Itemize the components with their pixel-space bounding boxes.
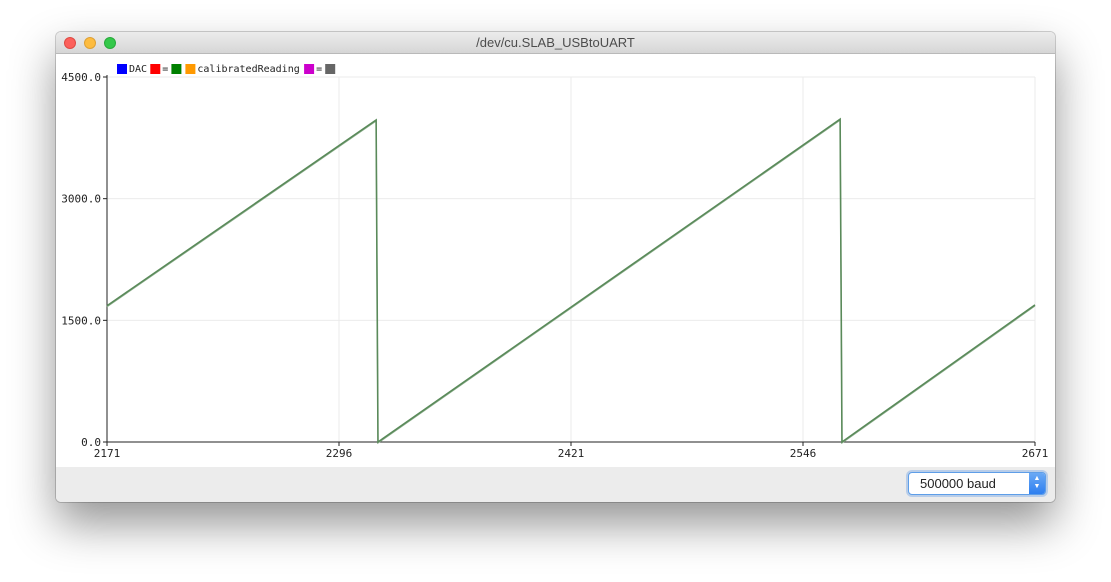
baud-rate-select[interactable]: 500000 baud ▲ ▼ <box>908 472 1046 495</box>
bottom-toolbar: 500000 baud ▲ ▼ <box>56 467 1055 502</box>
y-tick-label: 4500.0 <box>61 71 101 84</box>
close-window-button[interactable] <box>64 37 76 49</box>
baud-rate-value: 500000 baud <box>920 476 996 491</box>
legend-swatch <box>304 64 315 74</box>
series-line-shadow <box>106 119 1036 445</box>
x-tick-label: 2421 <box>558 447 585 460</box>
legend-swatch <box>171 64 182 74</box>
legend-swatch <box>325 64 336 74</box>
y-tick-label: 1500.0 <box>61 314 101 327</box>
y-tick-label: 0.0 <box>81 436 101 449</box>
serial-plot-chart: 0.0 1500.0 3000.0 4500.0 2171 2296 2421 2546 267… <box>61 64 1049 460</box>
legend-swatch <box>117 64 127 74</box>
zoom-window-button[interactable] <box>104 37 116 49</box>
legend-label: calibratedReading <box>197 64 299 75</box>
x-tick-label: 2171 <box>94 447 121 460</box>
legend-label: = <box>316 64 322 75</box>
window-title: /dev/cu.SLAB_USBtoUART <box>476 35 635 50</box>
plot-area: 0.0 1500.0 3000.0 4500.0 2171 2296 2421 2546 267… <box>56 54 1055 467</box>
select-arrows-icon: ▲ ▼ <box>1029 473 1045 494</box>
serial-plotter-window: /dev/cu.SLAB_USBtoUART 0.0 1500.0 3000.0 45… <box>56 32 1055 502</box>
x-tick-label: 2296 <box>326 447 353 460</box>
x-tick-label: 2671 <box>1022 447 1049 460</box>
y-tick-label: 3000.0 <box>61 193 101 206</box>
legend-label: DAC <box>129 64 147 75</box>
legend-swatch <box>150 64 161 74</box>
minimize-window-button[interactable] <box>84 37 96 49</box>
series-line <box>106 117 1036 444</box>
legend-label: = <box>162 64 168 75</box>
legend-swatch <box>185 64 196 74</box>
title-bar: /dev/cu.SLAB_USBtoUART <box>56 32 1055 54</box>
x-tick-label: 2546 <box>790 447 817 460</box>
